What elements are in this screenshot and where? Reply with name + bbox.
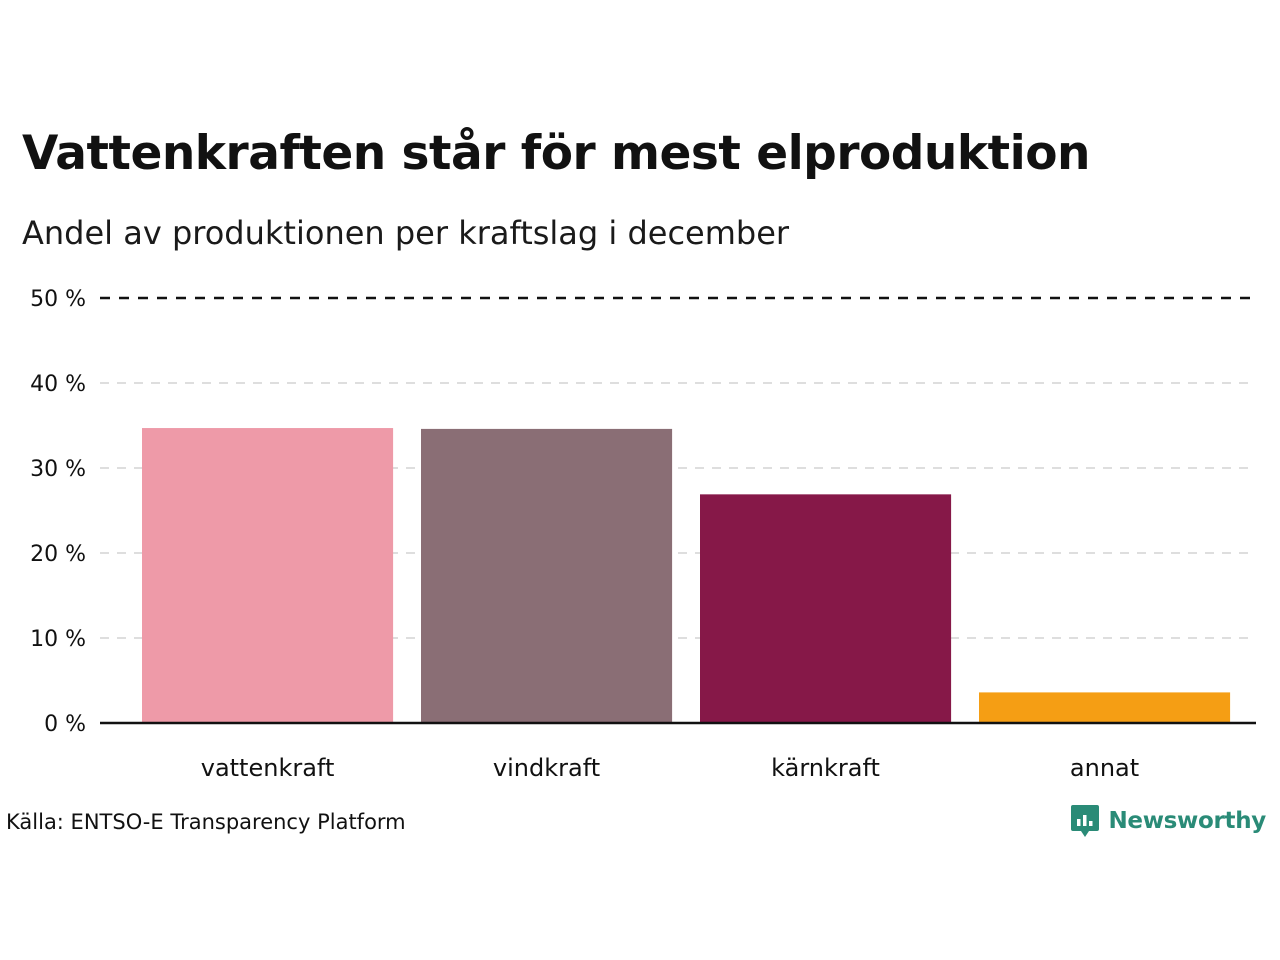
bar-kärnkraft xyxy=(700,494,952,723)
brand-name: Newsworthy xyxy=(1108,808,1266,834)
x-tick-label: vattenkraft xyxy=(201,754,335,782)
y-tick-label: 50 % xyxy=(30,287,86,312)
chart-title: Vattenkraften står för mest elproduktion xyxy=(22,126,1090,181)
bar-chart: 0 % 10 % 20 % 30 % 40 % 50 % vattenkraft vindkr… xyxy=(30,287,1256,782)
x-tick-label: annat xyxy=(1070,754,1139,782)
bar-vindkraft xyxy=(421,428,673,723)
bar-annat xyxy=(979,692,1231,723)
bar-vattenkraft xyxy=(142,428,394,723)
y-tick-label: 20 % xyxy=(30,542,86,567)
y-tick-label: 30 % xyxy=(30,457,86,482)
y-tick-label: 10 % xyxy=(30,627,86,652)
x-tick-label: vindkraft xyxy=(493,754,600,782)
chart-subtitle: Andel av produktionen per kraftslag i de… xyxy=(22,214,790,252)
newsworthy-logo-icon xyxy=(1071,805,1100,837)
source-note: Källa: ENTSO-E Transparency Platform xyxy=(6,810,406,834)
y-tick-label: 40 % xyxy=(30,372,86,397)
x-tick-label: kärnkraft xyxy=(771,754,880,782)
brand-logo: Newsworthy xyxy=(1070,803,1266,839)
y-tick-label: 0 % xyxy=(44,712,86,737)
